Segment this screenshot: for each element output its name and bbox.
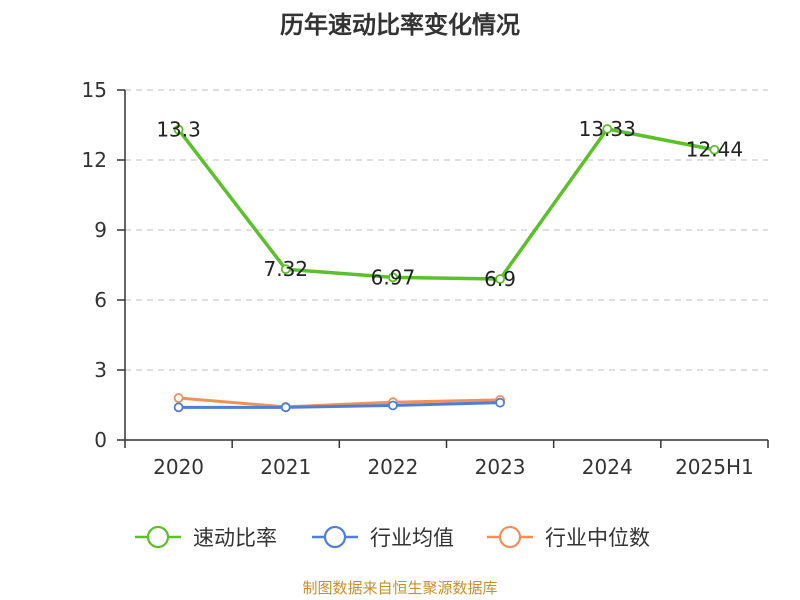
legend-item-0: 速动比率 [135, 525, 277, 550]
series-line [176, 127, 717, 281]
legend-label: 行业均值 [370, 526, 454, 550]
legend-label: 速动比率 [193, 526, 277, 550]
series-1 [173, 397, 505, 413]
data-label: 6.9 [484, 267, 516, 291]
x-tick-label: 2022 [367, 455, 418, 479]
data-label: 12.44 [686, 138, 743, 162]
data-point [495, 274, 505, 284]
series-layer: 13.3 7.32 6.97 6.9 13.33 12.44 [156, 117, 743, 413]
data-point [280, 402, 291, 413]
data-point [173, 393, 184, 403]
data-label: 6.97 [371, 265, 416, 289]
y-tick-label: 3 [94, 358, 107, 382]
grid-lines [125, 89, 768, 371]
x-tick-label: 2025H1 [675, 455, 754, 479]
x-tick-label: 2024 [582, 455, 633, 479]
data-point [173, 124, 184, 135]
source-note: 制图数据来自恒生聚源数据库 [302, 579, 497, 597]
legend-marker [146, 525, 170, 549]
x-tick-label: 2021 [260, 455, 311, 479]
data-label: 13.3 [156, 118, 201, 142]
legend-label: 行业中位数 [545, 526, 650, 550]
legend-item-2: 行业中位数 [487, 525, 650, 550]
data-point [709, 144, 720, 155]
data-point [388, 272, 398, 283]
data-point [495, 397, 505, 408]
legend-item-1: 行业均值 [312, 525, 454, 550]
y-tick-label: 0 [94, 428, 107, 452]
data-point [280, 264, 291, 275]
data-label: 7.32 [263, 257, 308, 281]
data-label: 13.33 [579, 117, 636, 141]
x-tick-label: 2020 [153, 455, 204, 479]
axes: 0 3 6 9 12 15 2020 2021 2022 2023 2024 2025H1 [82, 78, 769, 479]
series-line [177, 401, 502, 409]
legend-marker [323, 525, 347, 549]
legend: 速动比率 行业均值 行业中位数 [135, 525, 650, 550]
y-tick-label: 15 [82, 78, 107, 102]
data-point [388, 400, 398, 411]
data-point [602, 124, 613, 134]
series-0: 13.3 7.32 6.97 6.9 13.33 12.44 [156, 117, 743, 291]
y-tick-label: 6 [94, 288, 107, 312]
series-line [177, 396, 502, 409]
x-tick-label: 2023 [475, 455, 526, 479]
y-tick-label: 9 [94, 218, 107, 242]
y-tick-label: 12 [82, 148, 107, 172]
legend-marker [498, 525, 522, 549]
data-point [173, 402, 184, 413]
chart-title: 历年速动比率变化情况 [280, 11, 520, 39]
